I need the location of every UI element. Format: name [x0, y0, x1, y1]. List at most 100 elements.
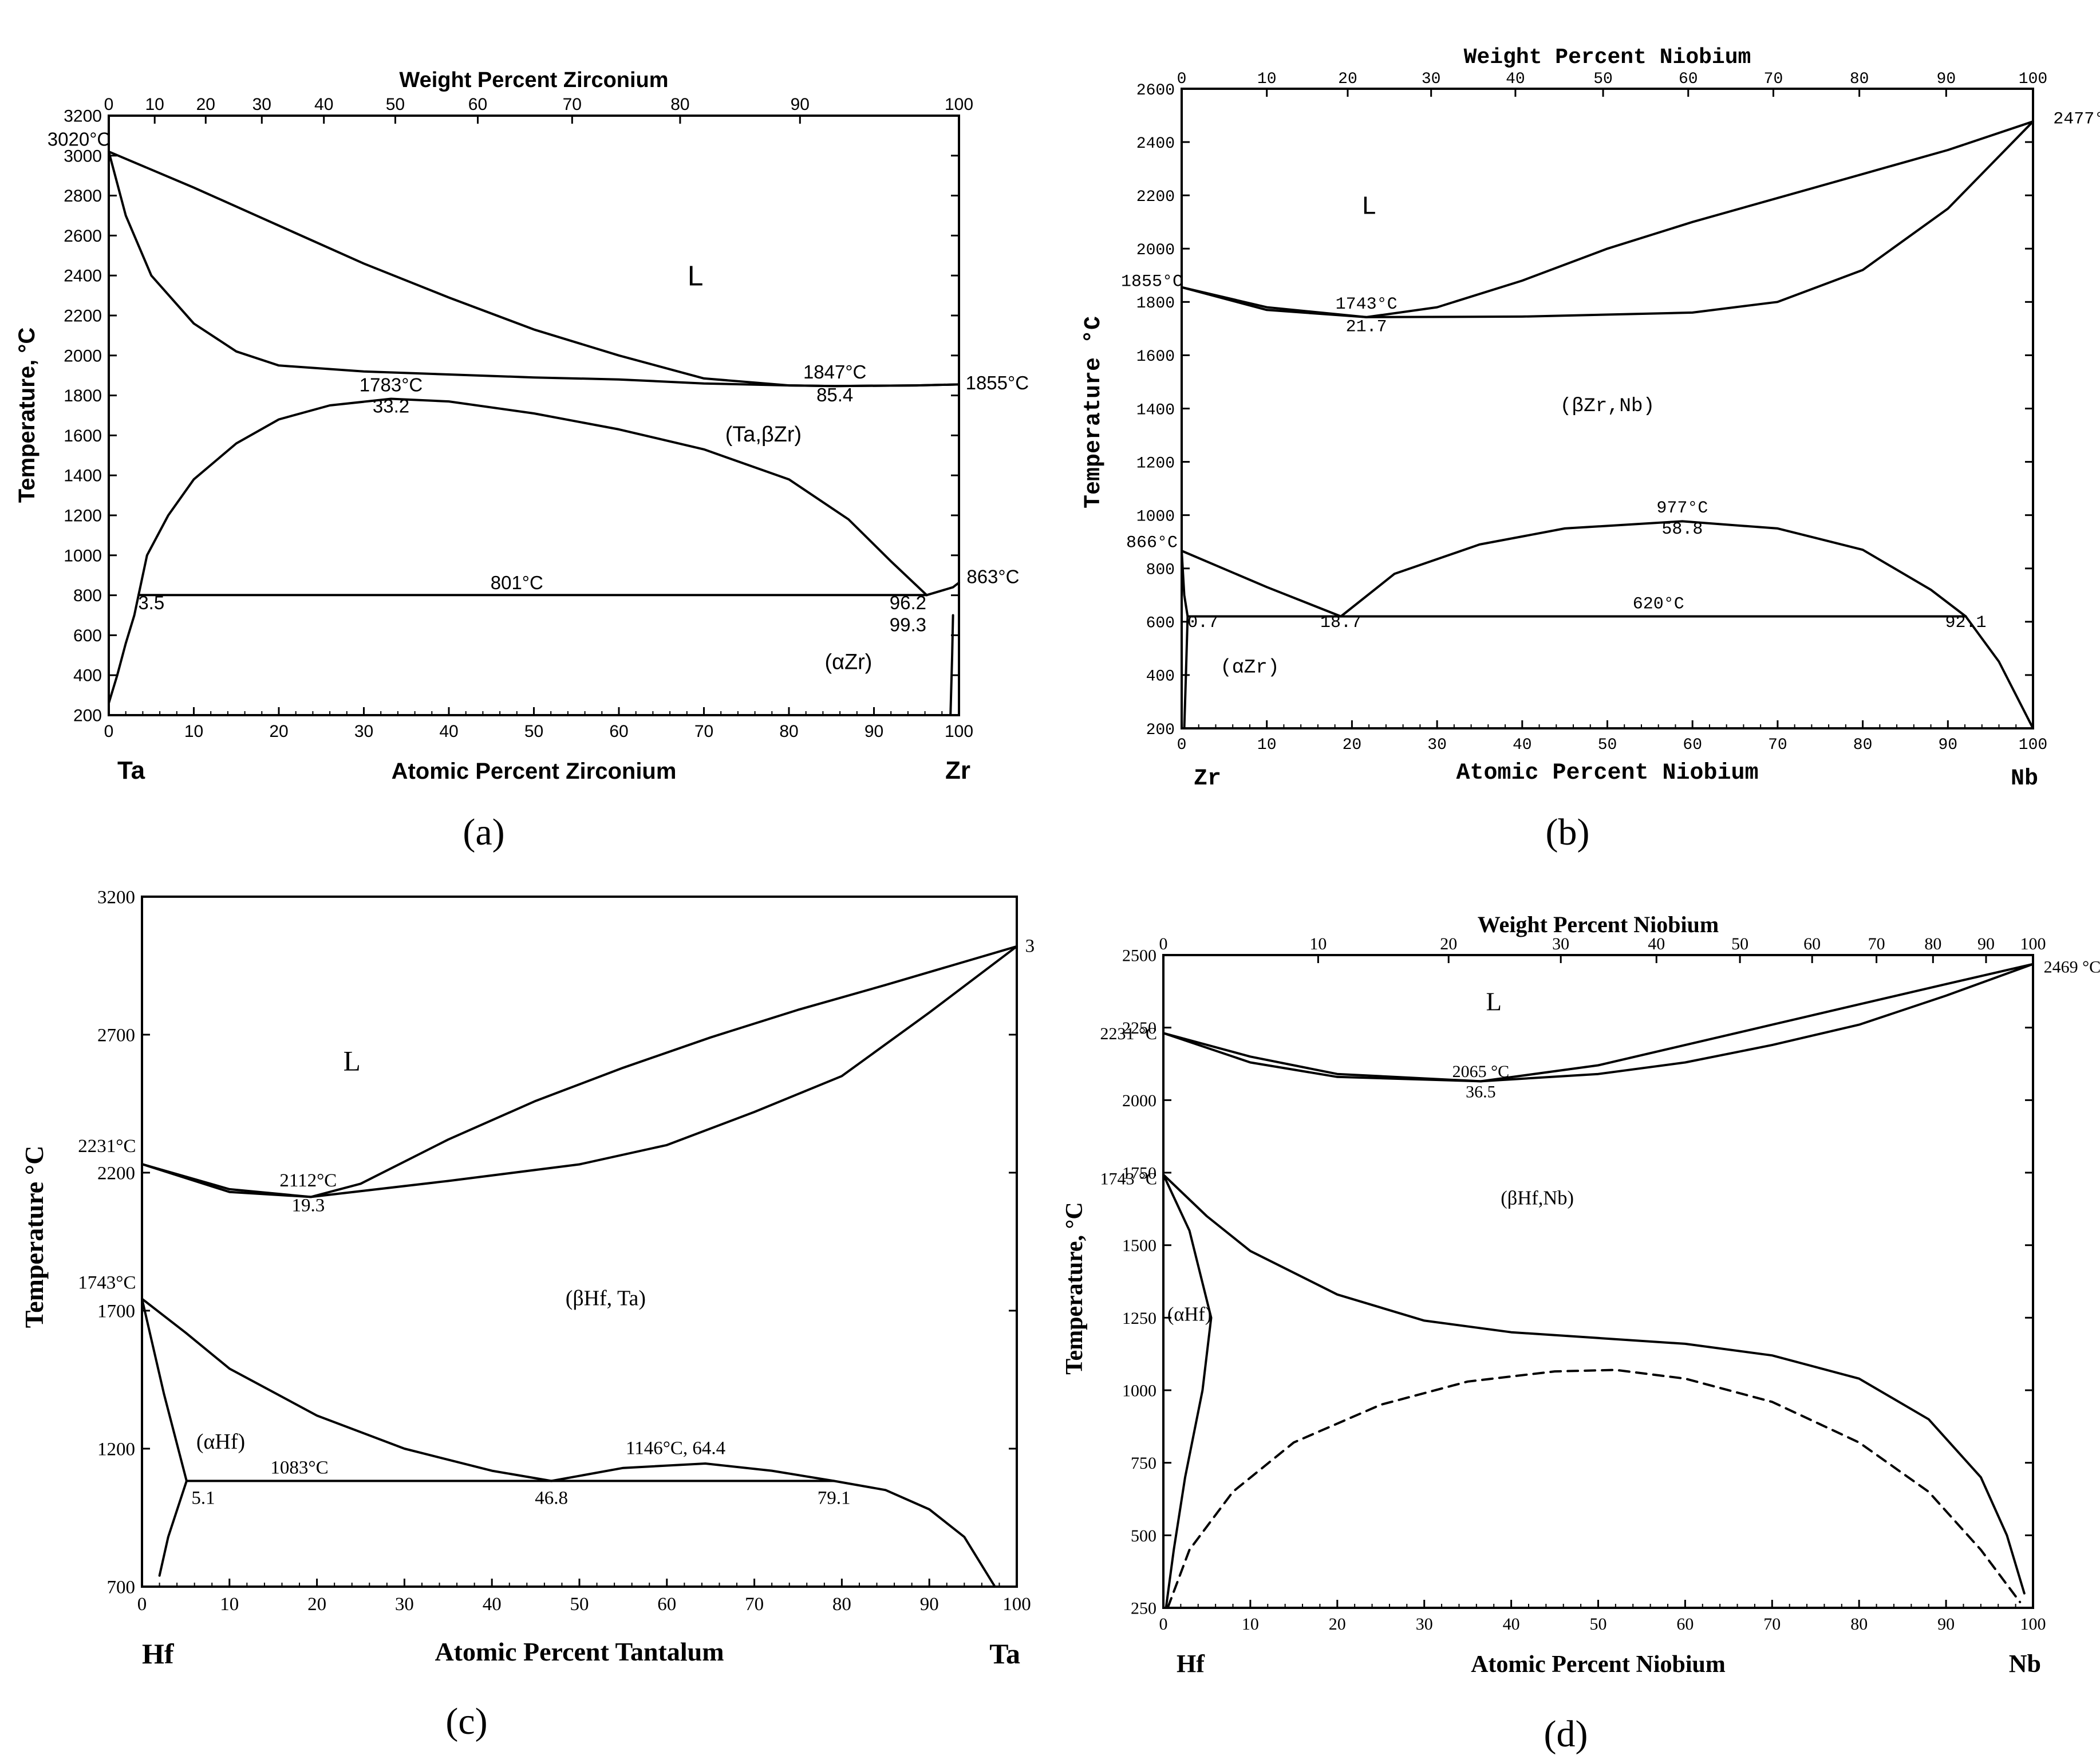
right-element-label: Nb	[2009, 1650, 2041, 1678]
x-tick-label: 90	[1937, 1615, 1955, 1634]
x-tick-label: 70	[694, 722, 713, 741]
x-axis-label: Atomic Percent Niobium	[1456, 760, 1758, 786]
x-tick-label: 90	[920, 1594, 939, 1615]
annotation-label: 3020°C	[48, 128, 110, 149]
annotation-label: 5.1	[191, 1488, 215, 1508]
top-tick-label: 50	[1731, 934, 1748, 953]
annotation-label: 1146°C, 64.4	[626, 1438, 725, 1459]
y-tick-label: 2400	[1136, 135, 1175, 153]
y-tick-label: 2700	[97, 1026, 135, 1046]
top-tick-label: 70	[1764, 70, 1783, 88]
y-tick-label: 1800	[1136, 295, 1175, 313]
top-tick-label: 20	[1440, 934, 1457, 953]
y-tick-label: 1400	[64, 467, 102, 486]
x-tick-label: 0	[1159, 1615, 1168, 1634]
y-tick-label: 1600	[1136, 348, 1175, 366]
x-tick-label: 80	[832, 1594, 851, 1615]
annotation-label: 2231 °C	[1100, 1024, 1157, 1043]
annotation-label: (αHf)	[1167, 1303, 1211, 1325]
annotation-label: 99.3	[890, 614, 926, 635]
x-tick-label: 60	[1676, 1615, 1694, 1634]
annotation-label: (βZr,Nb)	[1560, 395, 1655, 417]
top-tick-label: 100	[2019, 70, 2047, 88]
annotation-label: 2065 °C	[1452, 1062, 1510, 1081]
top-tick-label: 50	[1593, 70, 1613, 88]
x-tick-label: 50	[1598, 736, 1617, 754]
top-tick-label: 60	[1803, 934, 1821, 953]
x-tick-label: 20	[1329, 1615, 1346, 1634]
series-line-ta-rich-solvus	[108, 594, 140, 705]
top-tick-label: 40	[1648, 934, 1665, 953]
x-tick-label: 70	[745, 1594, 764, 1615]
y-tick-label: 800	[73, 586, 102, 605]
y-tick-label: 1800	[64, 386, 102, 405]
x-tick-label: 0	[104, 722, 114, 741]
top-tick-label: 40	[314, 95, 333, 114]
annotation-label: 3.5	[138, 592, 164, 613]
x-tick-label: 0	[137, 1594, 147, 1615]
x-tick-label: 10	[1242, 1615, 1259, 1634]
x-tick-label: 60	[657, 1594, 676, 1615]
y-tick-label: 250	[1131, 1599, 1156, 1618]
y-tick-label: 1500	[1122, 1236, 1156, 1255]
annotation-label: L	[688, 261, 704, 292]
y-tick-label: 3200	[97, 888, 135, 908]
annotation-label: L	[1486, 987, 1502, 1016]
series-line-liquidus	[1162, 963, 2034, 1083]
y-tick-label: 1750	[1122, 1164, 1156, 1183]
right-element-label: Zr	[945, 756, 970, 784]
top-tick-label: 80	[1850, 70, 1869, 88]
top-tick-label: 70	[563, 95, 582, 114]
annotation-label: 2469 °C	[2044, 957, 2100, 976]
y-tick-label: 3000	[64, 147, 102, 165]
y-tick-label: 2000	[1122, 1091, 1156, 1110]
series-line-miscibility-gap	[137, 397, 928, 597]
x-tick-label: 90	[865, 722, 883, 741]
y-tick-label: 2600	[64, 227, 102, 246]
top-tick-label: 90	[1937, 70, 1956, 88]
annotation-label: 1855°C	[1121, 272, 1183, 291]
y-tick-label: 1700	[97, 1301, 135, 1322]
top-tick-label: 100	[2020, 934, 2046, 953]
series-line-solidus	[1181, 120, 2034, 318]
right-element-label: Nb	[2011, 766, 2038, 792]
annotation-label: 801°C	[491, 572, 543, 593]
top-tick-label: 60	[468, 95, 487, 114]
top-axis-title: Weight Percent Niobium	[1464, 45, 1751, 70]
y-tick-label: 600	[1146, 615, 1175, 633]
top-tick-label: 40	[1506, 70, 1525, 88]
series-line-zr-solvus	[925, 581, 960, 597]
annotation-label: 36.5	[1466, 1082, 1496, 1101]
top-tick-label: 60	[1679, 70, 1698, 88]
x-tick-label: 50	[524, 722, 543, 741]
x-tick-label: 100	[945, 722, 973, 741]
annotation-label: 46.8	[535, 1488, 568, 1508]
top-tick-label: 30	[1552, 934, 1569, 953]
y-tick-label: 1000	[1136, 508, 1175, 526]
annotation-label: 1847°C	[803, 361, 866, 382]
x-tick-label: 0	[1177, 736, 1187, 754]
annotation-label: L	[344, 1046, 361, 1077]
annotation-label: 866°C	[1126, 534, 1178, 553]
left-element-label: Hf	[1177, 1650, 1205, 1678]
top-tick-label: 0	[1177, 70, 1187, 88]
y-tick-label: 1400	[1136, 401, 1175, 419]
series-line-nb-solvus	[1964, 615, 2034, 729]
annotation-label: 620°C	[1633, 595, 1684, 614]
x-tick-label: 40	[483, 1594, 502, 1615]
series-line-alpha-zr-boundary	[949, 614, 954, 716]
y-axis-label: Temperature, °C	[14, 328, 40, 503]
annotation-label: 0.7	[1187, 613, 1218, 633]
annotation-label: 1743°C	[78, 1272, 136, 1293]
top-tick-label: 0	[104, 95, 114, 114]
y-tick-label: 1000	[1122, 1382, 1156, 1401]
x-tick-label: 10	[1257, 736, 1277, 754]
x-tick-label: 80	[1850, 1615, 1868, 1634]
y-tick-label: 2200	[97, 1163, 135, 1184]
panel-a-ta-zr: 0 10 20 30 40 50 60 70 80 90 100200400600800100012…	[14, 68, 1029, 853]
y-tick-label: 200	[73, 707, 102, 725]
top-tick-label: 20	[1338, 70, 1357, 88]
left-element-label: Ta	[117, 756, 145, 784]
y-tick-label: 2500	[1122, 946, 1156, 965]
